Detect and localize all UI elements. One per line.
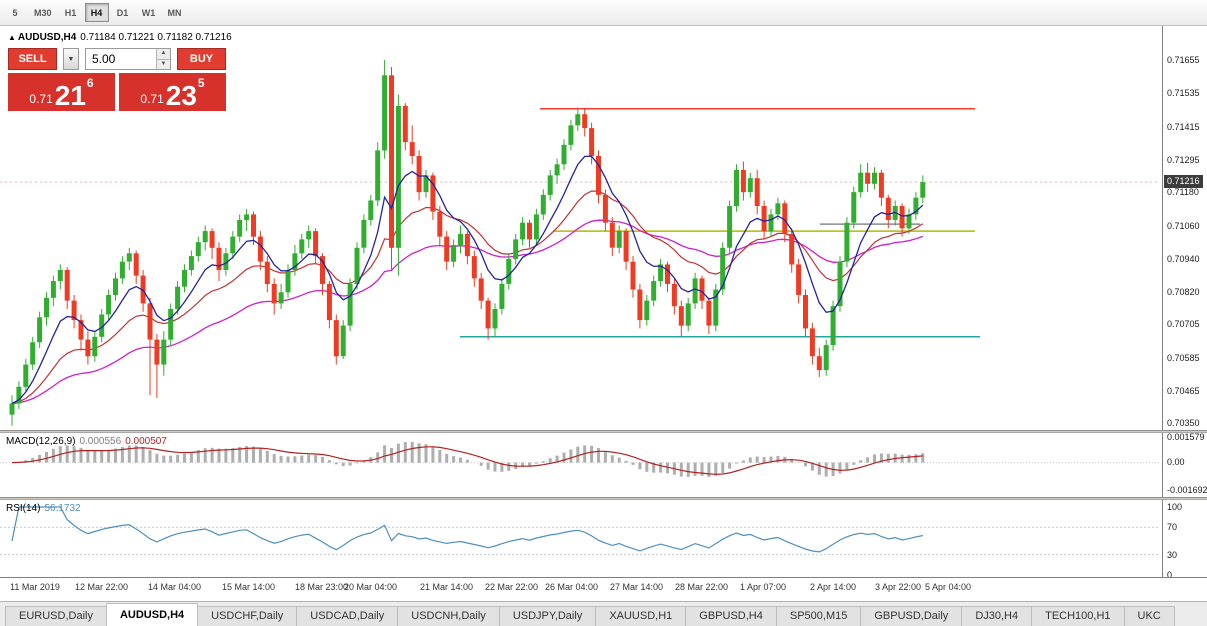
chevron-down-icon: ▼ [67,55,75,63]
price-scale-label: 0.71060 [1167,220,1200,231]
chart-header: ▲ AUDUSD,H4 0.71184 0.71221 0.71182 0.7121… [8,32,232,43]
rsi-panel [0,500,1162,577]
price-scale-label: 0.70350 [1167,418,1200,428]
price-scale-label: 0.71180 [1167,187,1199,198]
volume-field[interactable]: 5.00 ▲ ▼ [85,48,171,70]
buy-button[interactable]: BUY [177,48,226,70]
rsi-label: RSI(14) 56.1732 [6,503,81,514]
price-scale: 0.71655 0.71535 0.71415 0.71295 0.71180 0.710… [1162,26,1207,430]
candlestick-chart[interactable] [0,26,1162,430]
panel-divider[interactable] [0,497,1207,500]
price-scale-label: 0.71295 [1167,155,1200,166]
price-scale-label: 0.71415 [1167,121,1200,132]
chart-tab-ukc[interactable]: UKC [1123,606,1175,626]
volume-increase-button[interactable]: ▲ [157,49,170,60]
buy-price-pip: 5 [197,76,205,90]
chart-tab-sp500-m15[interactable]: SP500,M15 [775,606,862,626]
panel-divider[interactable] [0,430,1207,433]
sell-price-box[interactable]: 0.71 21 6 [8,73,115,111]
time-label: 5 Apr 04:00 [925,582,972,592]
price-scale-label: 0.70465 [1167,386,1200,396]
timeframe-button-m30[interactable]: M30 [29,3,57,22]
chart-tab-usdjpy-daily[interactable]: USDJPY,Daily [498,606,597,626]
time-label: 26 Mar 04:00 [545,582,599,592]
rsi-scale-label: 100 [1167,502,1183,512]
volume-stepper: ▲ ▼ [156,49,170,69]
time-label: 12 Mar 22:00 [75,582,129,592]
macd-signal-line [11,446,923,475]
rsi-line [11,506,923,553]
time-axis: 11 Mar 2019 12 Mar 22:00 14 Mar 04:00 15 Ma… [0,577,1207,601]
timeframe-button-h4[interactable]: H4 [84,3,109,22]
price-scale-label: 0.71655 [1167,55,1200,65]
timeframe-button-h1[interactable]: H1 [59,3,83,22]
sell-price-prefix: 0.71 [29,92,53,106]
time-label: 21 Mar 14:00 [420,582,474,592]
macd-chart [0,441,1160,477]
rsi-scale-label: 70 [1167,522,1178,532]
chart-tab-usdcad-daily[interactable]: USDCAD,Daily [296,606,399,626]
time-label: 1 Apr 07:00 [740,582,787,592]
macd-scale-label: 0.00 [1167,457,1185,467]
macd-scale: 0.001579 0.00 -0.001692 [1162,432,1207,497]
timeframe-toolbar: 5 M30 H1 H4 D1 W1 MN [0,0,1207,26]
chart-tab-usdcnh-daily[interactable]: USDCNH,Daily [397,606,500,626]
chart-tab-dj30-h4[interactable]: DJ30,H4 [961,606,1033,626]
macd-panel [0,433,1162,497]
chart-tab-usdchf-daily[interactable]: USDCHF,Daily [197,606,298,626]
buy-price-prefix: 0.71 [140,92,164,106]
rsi-chart [0,506,1160,556]
chart-tab-gbpusd-daily[interactable]: GBPUSD,Daily [860,606,963,626]
sell-button[interactable]: SELL [8,48,57,70]
time-label: 2 Apr 14:00 [810,582,857,592]
buy-price-box[interactable]: 0.71 23 5 [119,73,226,111]
time-label: 22 Mar 22:00 [485,582,539,592]
rsi-scale-label: 30 [1167,550,1178,560]
chart-tab-xauusd-h1[interactable]: XAUUSD,H1 [595,606,687,626]
time-label: 27 Mar 14:00 [610,582,664,592]
timeframe-button-mn[interactable]: MN [163,3,187,22]
rsi-scale: 100 70 30 0 [1162,500,1207,580]
time-label: 28 Mar 22:00 [675,582,729,592]
volume-decrease-button[interactable]: ▼ [157,59,170,69]
rsi-scale-label: 0 [1167,570,1173,580]
price-scale-label: 0.70940 [1167,253,1200,264]
price-scale-label: 0.70705 [1167,319,1200,330]
one-click-trading-panel: SELL ▼ 5.00 ▲ ▼ BUY 0.71 21 6 0.71 23 5 [8,48,226,111]
volume-input[interactable]: 5.00 [92,52,116,66]
price-scale-label: 0.70820 [1167,287,1200,298]
sell-price-big: 21 [54,80,86,111]
timeframe-button-d1[interactable]: D1 [111,3,135,22]
ohlc-values: 0.71184 0.71221 0.71182 0.71216 [80,32,232,43]
timeframe-button-w1[interactable]: W1 [137,3,161,22]
buy-price-big: 23 [165,80,197,111]
timeframe-button-5[interactable]: 5 [3,3,27,22]
candles-group [9,60,926,426]
chart-tab-gbpusd-h4[interactable]: GBPUSD,H4 [685,606,777,626]
volume-dropdown-button[interactable]: ▼ [63,48,79,70]
trade-controls-row: SELL ▼ 5.00 ▲ ▼ BUY [8,48,226,70]
price-scale-label: 0.71535 [1167,88,1200,99]
time-label: 3 Apr 22:00 [875,582,922,592]
chart-tabs: EURUSD,Daily AUDUSD,H4 USDCHF,Daily USDCAD,… [0,601,1207,626]
price-scale-label: 0.70585 [1167,352,1200,363]
ma-fast-line [11,155,924,405]
chart-tab-eurusd-daily[interactable]: EURUSD,Daily [5,606,107,626]
macd-label: MACD(12,26,9) 0.000556 0.000507 [6,436,167,447]
macd-scale-label: -0.001692 [1167,485,1207,495]
time-label: 14 Mar 04:00 [148,582,202,592]
trade-prices-row: 0.71 21 6 0.71 23 5 [8,73,226,111]
time-label: 15 Mar 14:00 [222,582,276,592]
collapse-arrow-icon[interactable]: ▲ [8,33,16,42]
chart-tab-tech100-h1[interactable]: TECH100,H1 [1031,606,1125,626]
time-label: 20 Mar 04:00 [344,582,398,592]
time-label: 11 Mar 2019 [10,582,60,592]
macd-scale-label: 0.001579 [1167,432,1205,442]
chart-tab-audusd-h4[interactable]: AUDUSD,H4 [105,603,199,626]
sell-price-pip: 6 [86,76,94,90]
bid-price-badge: 0.71216 [1164,175,1203,189]
time-label: 18 Mar 23:00 [295,582,349,592]
symbol-label: AUDUSD,H4 [17,32,77,43]
